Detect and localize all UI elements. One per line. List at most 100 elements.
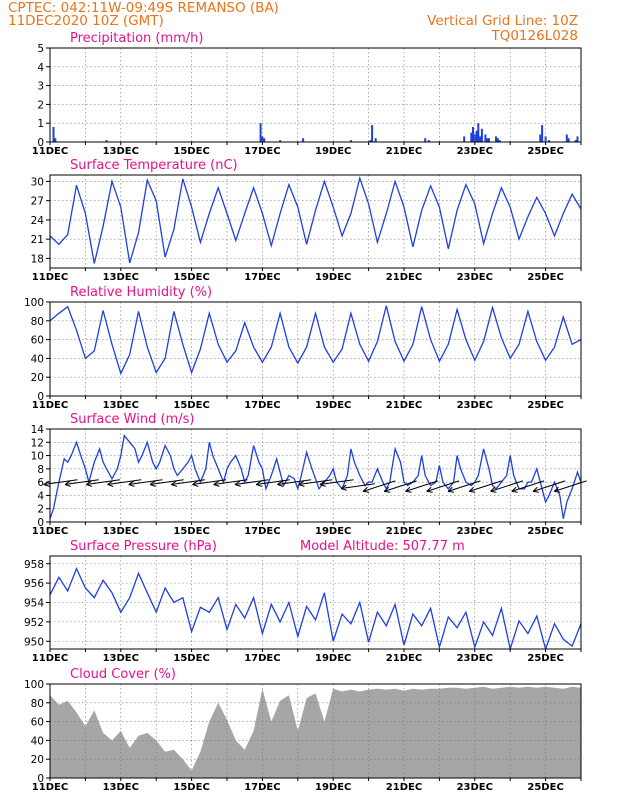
wind-arrow-head xyxy=(426,490,433,493)
wind-arrow xyxy=(171,479,205,486)
x-tick-label: 17DEC xyxy=(244,272,280,283)
wind-arrow xyxy=(64,479,99,486)
wind-arrow-head xyxy=(469,490,476,493)
y-tick-label: 5 xyxy=(37,43,44,55)
precip-bar xyxy=(54,138,57,142)
y-tick-label: 60 xyxy=(31,335,44,347)
y-tick-label: 0 xyxy=(37,137,44,149)
wind-arrow-head xyxy=(553,486,559,492)
wind-arrow xyxy=(86,479,121,486)
wind-arrow-head xyxy=(490,490,497,493)
x-tick-label: 25DEC xyxy=(527,526,563,537)
header-model-code: TQ0126L028 xyxy=(490,28,578,44)
y-tick-label: 954 xyxy=(24,598,44,610)
x-tick-label: 25DEC xyxy=(527,400,563,411)
temp-series-line xyxy=(49,175,582,264)
x-tick-label: 17DEC xyxy=(244,653,280,664)
x-tick-label: 15DEC xyxy=(173,653,209,664)
wind-arrow xyxy=(384,480,417,492)
y-tick-label: 100 xyxy=(24,679,44,691)
wind-arrow-head xyxy=(107,480,113,485)
panel-pressure: 950 952 954 956 958 11DEC 13DEC 15DEC 17DEC 19DEC… xyxy=(24,539,582,664)
y-tick-label: 80 xyxy=(31,316,44,328)
x-tick-label: 21DEC xyxy=(386,653,422,664)
y-tick-label: 40 xyxy=(31,735,44,747)
wind-arrow-head xyxy=(128,480,135,485)
precip-bar xyxy=(427,140,430,142)
precip-bar xyxy=(470,132,473,142)
panel-precip: 0 1 2 3 4 5 11DEC 13DEC 15DEC 17DEC 19DEC 21DEC 23DE… xyxy=(32,31,582,157)
wind-arrow xyxy=(149,479,184,486)
x-tick-label: 13DEC xyxy=(103,146,139,157)
panel-title-wind: Surface Wind (m/s) xyxy=(70,412,194,427)
panel-title-cloud: Cloud Cover (%) xyxy=(70,667,176,682)
x-tick-label: 17DEC xyxy=(244,782,280,793)
x-tick-label: 19DEC xyxy=(315,400,351,411)
y-tick-label: 10 xyxy=(31,451,44,463)
wind-arrow-head xyxy=(340,484,347,489)
x-tick-label: 15DEC xyxy=(173,146,209,157)
precip-bar xyxy=(263,138,266,142)
wind-arrow xyxy=(469,480,502,492)
wind-arrow xyxy=(298,479,333,486)
precip-bar xyxy=(424,138,427,142)
x-tick-label: 25DEC xyxy=(527,653,563,664)
y-tick-label: 958 xyxy=(24,559,44,571)
x-tick-label: 23DEC xyxy=(457,653,493,664)
precip-bar xyxy=(475,130,478,142)
wind-arrow xyxy=(256,479,290,486)
precip-bar xyxy=(279,140,282,142)
precip-bar xyxy=(463,136,466,142)
x-tick-label: 21DEC xyxy=(386,272,422,283)
wind-arrow xyxy=(43,479,78,486)
wind-arrow xyxy=(128,479,163,486)
x-tick-label: 13DEC xyxy=(103,653,139,664)
x-tick-label: 15DEC xyxy=(173,526,209,537)
x-tick-label: 13DEC xyxy=(103,782,139,793)
precip-bar xyxy=(52,127,55,142)
precip-bar xyxy=(484,134,487,142)
y-tick-label: 952 xyxy=(24,617,44,629)
panel-title-precip: Precipitation (mm/h) xyxy=(70,31,203,46)
y-tick-label: 60 xyxy=(31,717,44,729)
wind-arrow-head xyxy=(149,484,156,487)
wind-arrow-head xyxy=(170,480,177,485)
y-tick-label: 80 xyxy=(31,698,44,710)
precip-bar xyxy=(473,134,476,142)
wind-arrow-head xyxy=(213,484,220,487)
wind-arrow-head xyxy=(319,480,326,485)
x-tick-label: 19DEC xyxy=(315,526,351,537)
cloud-cover-area xyxy=(50,686,581,778)
x-tick-label: 19DEC xyxy=(315,653,351,664)
wind-arrow-head xyxy=(213,480,219,485)
x-tick-label: 23DEC xyxy=(457,526,493,537)
wind-arrow-head xyxy=(255,480,262,485)
y-tick-label: 30 xyxy=(31,176,44,188)
y-tick-label: 0 xyxy=(37,391,44,403)
wind-arrow-head xyxy=(298,480,304,485)
y-tick-label: 2 xyxy=(37,99,44,111)
x-tick-label: 19DEC xyxy=(315,146,351,157)
y-tick-label: 3 xyxy=(37,81,44,93)
wind-arrow xyxy=(341,483,375,489)
x-tick-label: 11DEC xyxy=(32,782,68,793)
wind-arrow xyxy=(511,480,545,492)
wind-arrow-head xyxy=(149,480,156,485)
panel-rh: 0 20 40 60 80 100 11DEC 13DEC 15DEC 17DEC 19DEC 21D… xyxy=(24,285,582,411)
wind-arrow-head xyxy=(511,486,517,492)
wind-arrow-head xyxy=(192,484,199,487)
wind-arrow-head xyxy=(383,486,389,492)
wind-arrow-head xyxy=(171,484,178,487)
wind-arrow-head xyxy=(107,484,114,487)
wind-arrow-head xyxy=(362,490,370,493)
wind-arrow-head xyxy=(340,488,348,491)
precip-bar xyxy=(541,125,544,142)
wind-arrow xyxy=(405,480,439,492)
y-tick-label: 6 xyxy=(37,477,44,489)
x-tick-label: 19DEC xyxy=(315,782,351,793)
precip-bar xyxy=(349,140,352,142)
panel-title-pressure: Surface Pressure (hPa) xyxy=(70,539,217,554)
precip-bar xyxy=(302,138,305,142)
wind-arrow xyxy=(490,480,523,492)
